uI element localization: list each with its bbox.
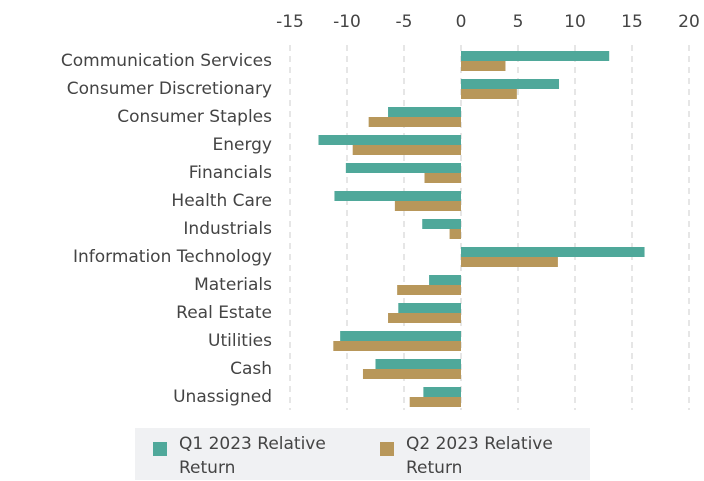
- legend-item: Q2 2023 Relative Return: [362, 428, 589, 480]
- legend-label: Q2 2023 Relative Return: [406, 434, 553, 478]
- bar: [397, 285, 461, 295]
- bar: [461, 89, 517, 99]
- legend-item: Q1 2023 Relative Return: [135, 428, 362, 480]
- x-tick-label: 20: [678, 12, 700, 32]
- y-tick-label: Energy: [212, 135, 272, 155]
- bar: [352, 145, 461, 155]
- bar: [362, 369, 461, 379]
- chart: -15 -10 -5 0 5 10 15 20 Communication Services Co…: [61, 12, 700, 410]
- y-tick-label: Real Estate: [176, 303, 272, 323]
- bar: [429, 275, 461, 285]
- bar: [398, 303, 461, 313]
- x-tick-label: 10: [564, 12, 586, 32]
- bar: [423, 387, 461, 397]
- bar: [461, 61, 506, 71]
- bar: [461, 79, 560, 89]
- bar: [345, 163, 461, 173]
- y-tick-label: Cash: [230, 359, 272, 379]
- bar: [409, 397, 461, 407]
- bar: [375, 359, 461, 369]
- bar: [394, 201, 461, 211]
- bar: [318, 135, 461, 145]
- bar: [333, 341, 461, 351]
- x-tick-label: -10: [333, 12, 361, 32]
- bar: [424, 173, 461, 183]
- legend-swatch: [153, 442, 167, 456]
- x-tick-label: 15: [621, 12, 643, 32]
- x-tick-label: 5: [513, 12, 524, 32]
- y-tick-label: Financials: [189, 163, 272, 183]
- x-tick-label: -15: [276, 12, 304, 32]
- y-tick-label: Materials: [194, 275, 272, 295]
- legend-label: Q1 2023 Relative Return: [179, 434, 326, 478]
- bar: [388, 313, 461, 323]
- bar: [422, 219, 461, 229]
- y-tick-label: Consumer Discretionary: [67, 79, 272, 99]
- legend-swatch: [380, 442, 394, 456]
- y-tick-label: Unassigned: [173, 387, 272, 407]
- legend: Q1 2023 Relative Return Q2 2023 Relative …: [135, 428, 590, 480]
- bar: [461, 51, 610, 61]
- bar: [340, 331, 461, 341]
- x-tick-label: 0: [456, 12, 467, 32]
- bar: [449, 229, 461, 239]
- y-tick-label: Health Care: [171, 191, 272, 211]
- y-tick-label: Communication Services: [61, 51, 272, 71]
- bar: [461, 257, 558, 267]
- y-tick-label: Industrials: [183, 219, 272, 239]
- x-tick-label: -5: [396, 12, 413, 32]
- bar: [388, 107, 461, 117]
- y-tick-label: Consumer Staples: [117, 107, 272, 127]
- y-tick-label: Utilities: [208, 331, 272, 351]
- bar: [334, 191, 461, 201]
- bar: [461, 247, 645, 257]
- y-tick-label: Information Technology: [73, 247, 272, 267]
- bar: [368, 117, 461, 127]
